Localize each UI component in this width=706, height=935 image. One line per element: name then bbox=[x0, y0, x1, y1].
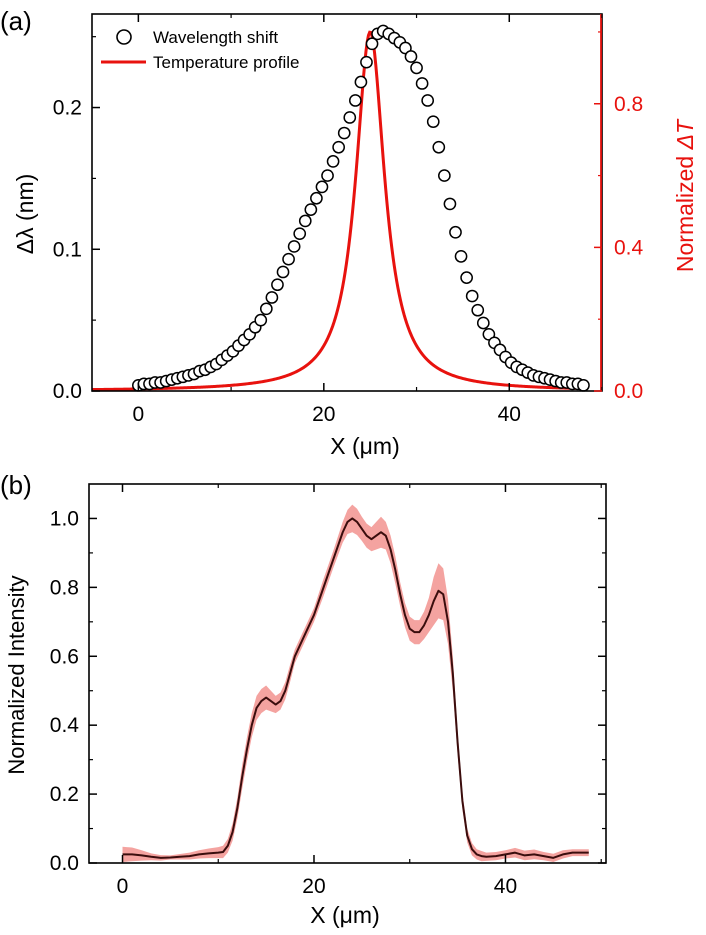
panel-a-legend: Wavelength shift Temperature profile bbox=[101, 28, 299, 72]
wavelength-shift-point bbox=[254, 313, 268, 327]
panel-b-y-ticks: 0.0 0.2 0.4 0.6 0.8 1.0 bbox=[50, 507, 606, 875]
panel-a-plot-area bbox=[91, 24, 590, 392]
y-tick-label: 0.4 bbox=[50, 714, 80, 737]
wavelength-shift-point bbox=[321, 169, 334, 182]
temperature-profile-line bbox=[91, 30, 584, 392]
y-tick-label: 1.0 bbox=[50, 507, 79, 530]
panel-b-label: (b) bbox=[0, 470, 32, 500]
x-tick-label: 40 bbox=[494, 875, 517, 898]
x-tick-label: 20 bbox=[312, 403, 335, 426]
wavelength-shift-point bbox=[421, 94, 435, 107]
x-tick-label: 0 bbox=[117, 875, 129, 898]
y-tick-label: 0.0 bbox=[53, 380, 82, 403]
wavelength-shift-point bbox=[449, 225, 462, 239]
y-tick-label: 0.2 bbox=[50, 783, 79, 806]
y-tick-label: 0.6 bbox=[50, 645, 79, 668]
wavelength-shift-point bbox=[454, 250, 468, 263]
wavelength-shift-point bbox=[410, 61, 423, 75]
wavelength-shift-point bbox=[276, 265, 290, 279]
wavelength-shift-point bbox=[415, 77, 429, 90]
panel-a-y-ticks: 0.0 0.1 0.2 bbox=[53, 36, 100, 403]
y-tick-label: 0.0 bbox=[50, 852, 79, 875]
wavelength-shift-point bbox=[265, 291, 279, 304]
y-tick-label: 0.8 bbox=[50, 576, 79, 599]
panel-a-y2-ticks: 0.0 0.4 0.8 bbox=[594, 31, 644, 403]
wavelength-shift-point bbox=[432, 140, 446, 154]
wavelength-shift-point bbox=[476, 316, 490, 330]
y-tick-label: 0.1 bbox=[53, 238, 82, 261]
wavelength-shift-point bbox=[343, 111, 357, 124]
panel-b: (b) 0 20 40 0.0 0.2 0.4 0.6 0.8 1.0 X (μm) Norm… bbox=[0, 470, 607, 928]
panel-b-x-ticks: 0 20 40 bbox=[117, 484, 602, 898]
wavelength-shift-point bbox=[354, 75, 368, 89]
wavelength-shift-point bbox=[337, 126, 351, 140]
wavelength-shift-point bbox=[332, 140, 345, 154]
legend-open-circle-marker bbox=[116, 29, 132, 45]
wavelength-shift-point bbox=[349, 94, 362, 107]
y2-tick-label: 0.8 bbox=[614, 93, 643, 116]
wavelength-shift-point bbox=[426, 115, 440, 129]
legend-entry-wavelength-shift: Wavelength shift bbox=[153, 28, 278, 47]
wavelength-shift-point bbox=[577, 378, 590, 392]
panel-a: (a) 0 20 40 0.0 0.1 0.2 0.0 0.4 0.8 X (μm) Δλ … bbox=[0, 6, 698, 459]
legend-entry-temperature-profile: Temperature profile bbox=[153, 53, 299, 72]
panel-a-y-axis-label: Δλ (nm) bbox=[12, 174, 38, 255]
intensity-mean-line bbox=[122, 517, 589, 859]
wavelength-shift-point bbox=[404, 50, 418, 63]
y2-tick-label: 0.4 bbox=[614, 236, 644, 259]
panel-a-y2-axis-label: Normalized ΔT bbox=[672, 118, 698, 272]
x-tick-label: 40 bbox=[498, 403, 521, 426]
panel-b-plot-area bbox=[122, 504, 589, 862]
wavelength-shift-point bbox=[471, 303, 485, 317]
wavelength-shift-point bbox=[282, 252, 295, 266]
wavelength-shift-point bbox=[293, 227, 307, 241]
x-tick-label: 0 bbox=[133, 403, 145, 426]
y-tick-label: 0.2 bbox=[53, 97, 82, 120]
wavelength-shift-point bbox=[310, 191, 323, 205]
wavelength-shift-point bbox=[287, 240, 301, 253]
panel-b-x-axis-label: X (μm) bbox=[310, 902, 379, 928]
wavelength-shift-point bbox=[259, 302, 273, 316]
panel-b-y-axis-label: Normalized Intensity bbox=[4, 575, 29, 774]
panel-b-frame bbox=[88, 483, 607, 864]
wavelength-shift-point bbox=[304, 203, 318, 216]
panel-a-label: (a) bbox=[0, 6, 32, 36]
wavelength-shift-point bbox=[315, 180, 329, 194]
panel-a-x-axis-label: X (μm) bbox=[330, 433, 399, 459]
y2-label-symbol: ΔT bbox=[672, 118, 698, 150]
wavelength-shift-point bbox=[460, 271, 473, 284]
y2-label-prefix: Normalized bbox=[672, 149, 698, 272]
intensity-uncertainty-band bbox=[122, 504, 589, 862]
wavelength-shift-point bbox=[360, 55, 373, 69]
wavelength-shift-point bbox=[465, 289, 479, 303]
wavelength-shift-point bbox=[326, 155, 340, 168]
wavelength-shift-point bbox=[365, 37, 379, 51]
wavelength-shift-point bbox=[438, 169, 451, 182]
wavelength-shift-point bbox=[271, 278, 284, 292]
panel-a-frame bbox=[91, 13, 603, 392]
wavelength-shift-point bbox=[443, 197, 457, 211]
wavelength-shift-point bbox=[298, 214, 312, 228]
y2-tick-label: 0.0 bbox=[614, 380, 643, 403]
panel-a-x-ticks: 0 20 40 bbox=[133, 14, 603, 426]
x-tick-label: 20 bbox=[302, 875, 325, 898]
